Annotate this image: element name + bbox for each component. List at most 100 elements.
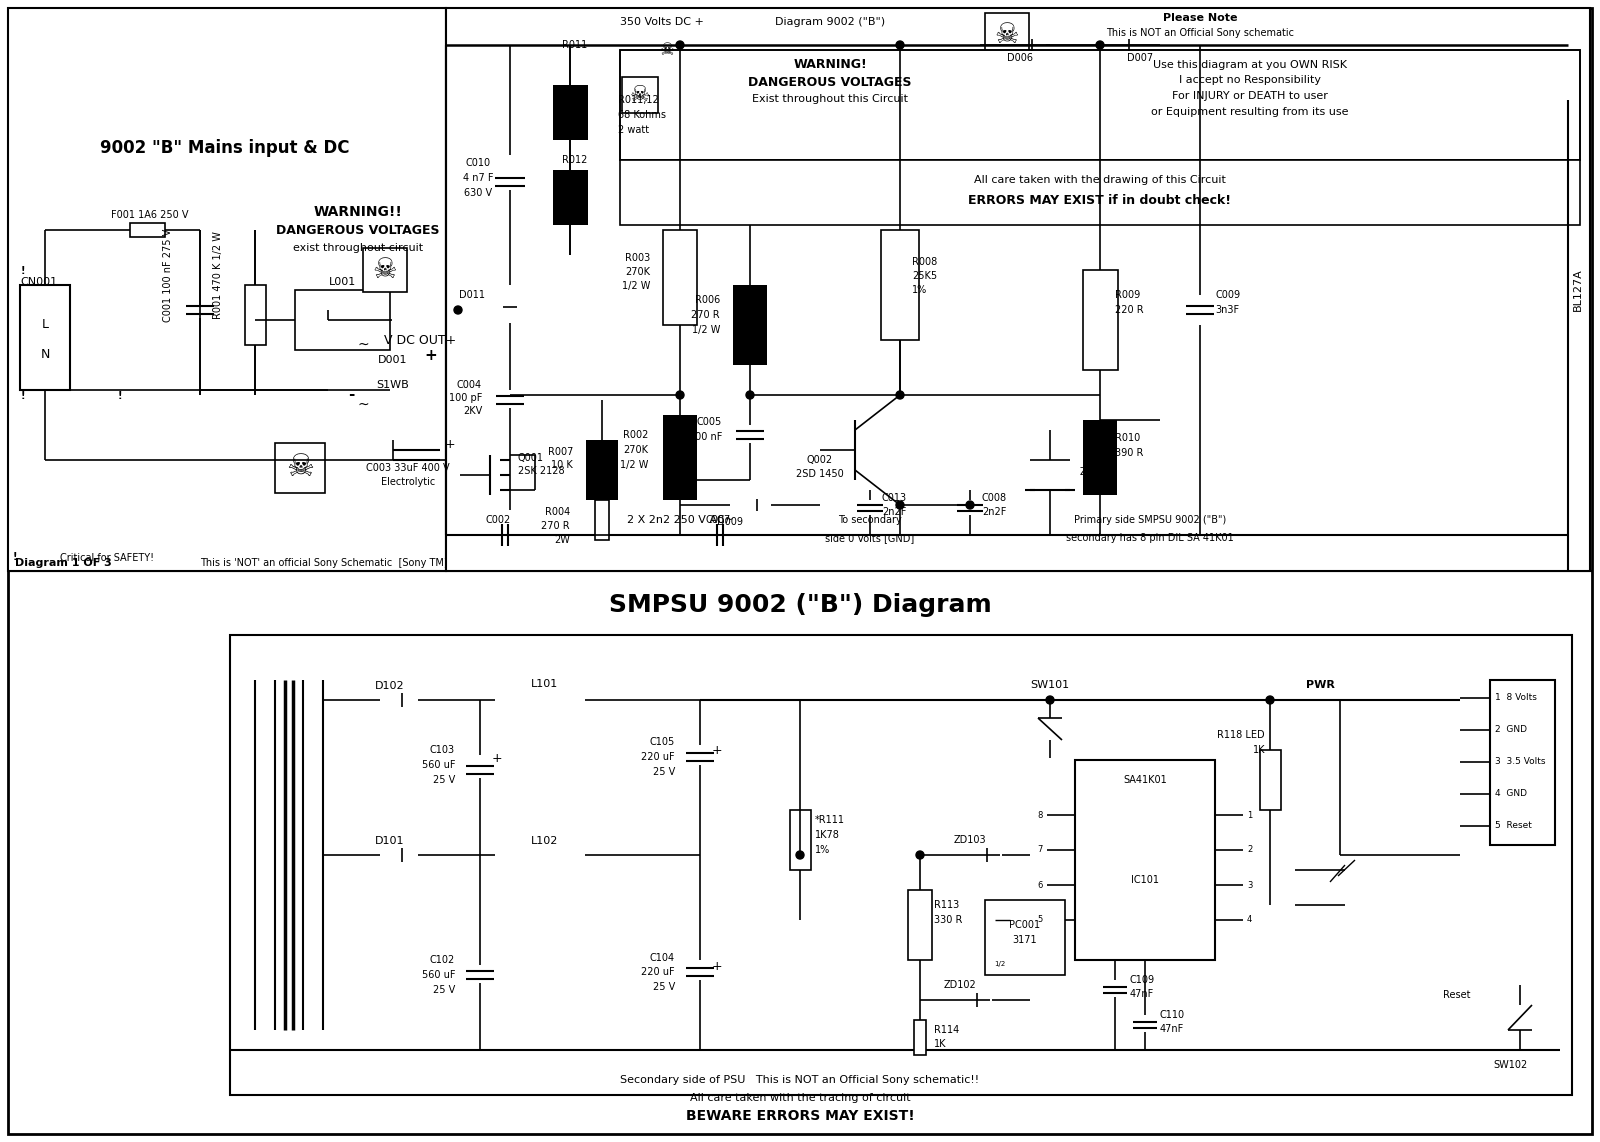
Text: R118 LED: R118 LED: [1218, 730, 1266, 740]
Text: C109: C109: [1130, 975, 1155, 986]
Text: 1: 1: [1246, 811, 1253, 820]
Text: exist throughout circuit: exist throughout circuit: [293, 243, 422, 254]
Text: BEWARE ERRORS MAY EXIST!: BEWARE ERRORS MAY EXIST!: [686, 1109, 914, 1123]
Text: 10 K: 10 K: [552, 460, 573, 471]
Text: F001 1A6 250 V: F001 1A6 250 V: [112, 210, 189, 220]
Text: 6: 6: [1038, 880, 1043, 890]
Text: 47nF: 47nF: [1130, 989, 1154, 999]
Bar: [986, 13, 1029, 57]
Text: ZD102: ZD102: [944, 980, 976, 990]
Text: 220 uF: 220 uF: [642, 967, 675, 978]
Text: Electrolytic: Electrolytic: [381, 477, 435, 486]
Text: PC001: PC001: [1010, 920, 1040, 930]
Text: side 0 Volts [GND]: side 0 Volts [GND]: [826, 533, 915, 542]
Text: 270K: 270K: [622, 445, 648, 455]
Text: 1K78: 1K78: [814, 830, 840, 841]
Text: Diagram 1 OF 3: Diagram 1 OF 3: [14, 558, 112, 568]
Text: WARNING!!: WARNING!!: [314, 206, 403, 219]
Text: 270 R: 270 R: [541, 521, 570, 531]
Circle shape: [966, 501, 974, 509]
Text: 2SD 1450: 2SD 1450: [797, 469, 843, 478]
Text: R004: R004: [544, 507, 570, 517]
Text: R008: R008: [912, 257, 938, 267]
Bar: [554, 170, 589, 225]
Bar: [363, 248, 406, 292]
Text: SW101: SW101: [1030, 679, 1069, 690]
Text: D001: D001: [378, 355, 408, 365]
Bar: [621, 50, 1581, 160]
Bar: [446, 8, 1590, 571]
Polygon shape: [499, 474, 509, 482]
Text: 270K: 270K: [626, 267, 650, 278]
Text: 7: 7: [1038, 845, 1043, 854]
Bar: [8, 8, 446, 571]
Circle shape: [1046, 695, 1054, 703]
Bar: [621, 50, 1581, 160]
Bar: [230, 635, 1571, 1095]
Text: C105: C105: [650, 737, 675, 747]
Text: 100 pF: 100 pF: [448, 393, 482, 403]
Text: 1K: 1K: [934, 1039, 947, 1049]
Text: C013: C013: [882, 493, 907, 502]
Text: 2W: 2W: [554, 534, 570, 545]
Text: SA41K01: SA41K01: [1123, 775, 1166, 785]
Bar: [1083, 270, 1117, 370]
Text: C005: C005: [696, 417, 722, 427]
Bar: [1259, 750, 1280, 810]
Text: +: +: [493, 751, 502, 764]
Text: SW102: SW102: [1493, 1060, 1526, 1070]
Text: 3: 3: [1246, 880, 1253, 890]
Text: C104: C104: [650, 954, 675, 963]
Polygon shape: [965, 994, 976, 1007]
Bar: [1490, 679, 1555, 845]
Text: R012: R012: [562, 155, 587, 164]
Text: 1%: 1%: [814, 845, 830, 855]
Text: 9002 "B" Mains input & DC: 9002 "B" Mains input & DC: [101, 139, 350, 156]
Text: 1/2 W: 1/2 W: [619, 460, 648, 471]
Bar: [19, 286, 70, 391]
Text: C001 100 nF 275 V: C001 100 nF 275 V: [163, 228, 173, 322]
Text: 5  Reset: 5 Reset: [1494, 821, 1531, 830]
Text: ~: ~: [357, 399, 370, 412]
Text: ZD103: ZD103: [954, 835, 986, 845]
Text: ☠: ☠: [630, 85, 650, 105]
Text: D102: D102: [374, 681, 405, 691]
Circle shape: [1096, 41, 1104, 49]
Bar: [1083, 420, 1117, 494]
Polygon shape: [389, 693, 402, 707]
Polygon shape: [1128, 39, 1139, 51]
Text: *R111: *R111: [814, 815, 845, 825]
Text: 25 V: 25 V: [432, 986, 454, 995]
Text: 2 watt: 2 watt: [618, 124, 650, 135]
Text: C102: C102: [430, 955, 454, 965]
Circle shape: [675, 41, 685, 49]
Text: Diagram 9002 ("B"): Diagram 9002 ("B"): [774, 17, 885, 27]
Text: L102: L102: [531, 836, 558, 846]
Text: ERRORS MAY EXIST if in doubt check!: ERRORS MAY EXIST if in doubt check!: [968, 193, 1232, 207]
Text: C010: C010: [466, 158, 491, 168]
Text: -: -: [347, 387, 354, 402]
Text: L001: L001: [328, 278, 355, 287]
Text: R011,12: R011,12: [618, 95, 659, 105]
Text: 3171: 3171: [1013, 935, 1037, 944]
Polygon shape: [1021, 39, 1032, 51]
Text: Q002: Q002: [806, 455, 834, 465]
Text: All care taken with the tracing of circuit: All care taken with the tracing of circu…: [690, 1093, 910, 1103]
Text: 25 V: 25 V: [653, 767, 675, 777]
Text: 4  GND: 4 GND: [1494, 789, 1526, 798]
Polygon shape: [1294, 870, 1346, 904]
Text: +: +: [712, 959, 723, 973]
Text: S1WB: S1WB: [376, 380, 410, 391]
Text: 560 uF: 560 uF: [421, 759, 454, 770]
Text: !: !: [13, 552, 18, 562]
Circle shape: [896, 41, 904, 49]
Text: N: N: [40, 348, 50, 362]
Circle shape: [797, 851, 805, 859]
Text: 1/2: 1/2: [994, 962, 1006, 967]
Text: R007: R007: [547, 447, 573, 457]
Text: This is NOT an Official Sony schematic: This is NOT an Official Sony schematic: [1106, 29, 1294, 38]
Text: To secondary: To secondary: [838, 515, 902, 525]
Text: 68 Kohms: 68 Kohms: [618, 110, 666, 120]
Circle shape: [896, 501, 904, 509]
Text: Critical for SAFETY!: Critical for SAFETY!: [61, 553, 154, 563]
